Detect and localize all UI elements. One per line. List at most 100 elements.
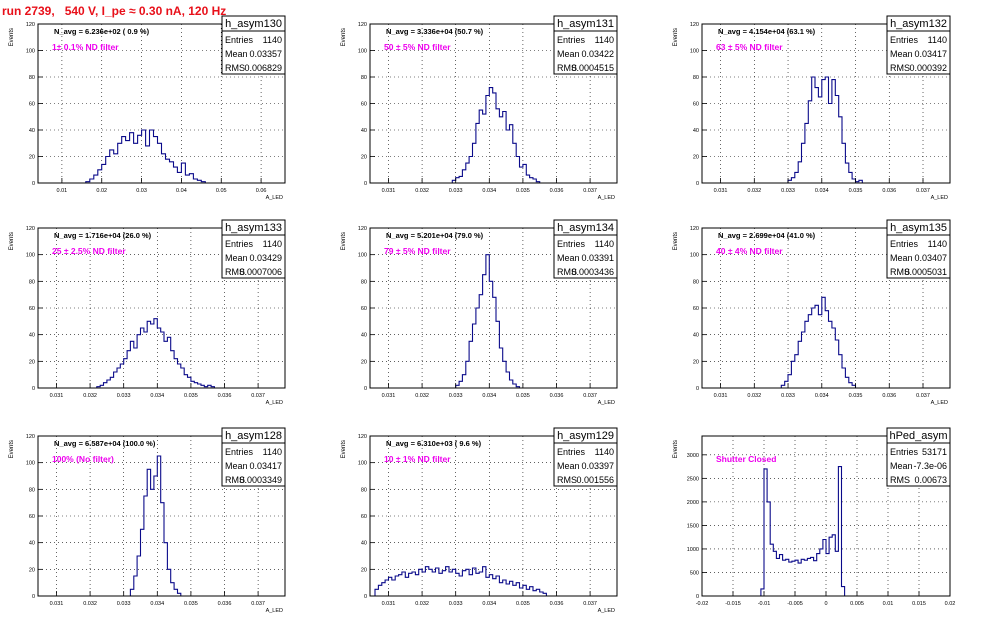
y-tick-label: 120 — [358, 22, 367, 28]
y-tick-label: 3000 — [687, 453, 699, 459]
stats-value: 1140 — [928, 35, 947, 45]
y-tick-label: 80 — [361, 487, 367, 493]
x-tick-label: 0.035 — [184, 601, 198, 607]
x-tick-label: 0.035 — [516, 601, 530, 607]
x-tick-label: 0.031 — [382, 601, 396, 607]
stats-key: Mean — [225, 461, 248, 471]
x-tick-label: 0 — [824, 601, 827, 607]
y-tick-label: 120 — [26, 434, 35, 440]
x-tick-label: 0.035 — [184, 393, 198, 399]
y-tick-label: 0 — [364, 181, 367, 187]
histogram-panel-h_asym135: 0 20 40 60 80 100 120 0.031 0.032 0.033 0.034 0.035… — [673, 219, 951, 406]
histogram-name: h_asym134 — [557, 222, 614, 234]
y-tick-label: 40 — [361, 128, 367, 134]
y-tick-label: 100 — [358, 461, 367, 467]
stats-key: Mean — [890, 253, 913, 263]
stats-value: 1140 — [595, 239, 614, 249]
stats-key: Entries — [890, 239, 919, 249]
y-tick-label: 60 — [29, 102, 35, 108]
stats-key: Entries — [225, 447, 254, 457]
navg-label: N_avg = 2.699e+04 (41.0 %) — [718, 231, 816, 240]
y-tick-label: 60 — [693, 102, 699, 108]
histogram-panel-h_asym131: 0 20 40 60 80 100 120 0.031 0.032 0.033 0.034 0.035… — [341, 15, 618, 201]
y-tick-label: 20 — [29, 155, 35, 161]
y-axis-title: Events — [673, 28, 679, 46]
stats-key: Entries — [557, 35, 586, 45]
x-tick-label: 0.032 — [83, 601, 97, 607]
stats-key: Mean — [890, 461, 913, 471]
x-tick-label: 0.036 — [550, 393, 564, 399]
stats-key: RMS — [557, 267, 577, 277]
histogram-name: hPed_asym — [889, 430, 947, 442]
y-tick-label: 2500 — [687, 476, 699, 482]
stats-value: 0.0003349 — [239, 475, 282, 485]
filter-label: Shutter Closed — [716, 454, 776, 464]
x-axis-title: A_LED — [266, 608, 283, 614]
histogram-bars — [451, 87, 541, 183]
x-tick-label: 0.032 — [415, 393, 429, 399]
x-tick-label: 0.02 — [945, 601, 956, 607]
y-tick-label: 100 — [358, 49, 367, 55]
stats-box — [553, 219, 618, 279]
histogram-bars — [129, 455, 182, 596]
histogram-bars — [787, 76, 863, 183]
y-axis-title: Events — [341, 440, 347, 458]
x-tick-label: -0.015 — [725, 601, 741, 607]
filter-label: 100% (No filter) — [52, 454, 114, 464]
y-tick-label: 120 — [26, 226, 35, 232]
x-tick-label: 0.031 — [714, 393, 728, 399]
y-tick-label: 100 — [358, 253, 367, 259]
x-tick-label: 0.032 — [747, 393, 761, 399]
stats-value: 0.001556 — [576, 475, 614, 485]
y-axis-title: Events — [341, 28, 347, 46]
x-tick-label: -0.005 — [787, 601, 803, 607]
histogram-name: h_asym130 — [225, 18, 282, 30]
x-tick-label: 0.031 — [382, 188, 396, 194]
x-tick-label: 0.034 — [815, 188, 829, 194]
y-tick-label: 80 — [361, 279, 367, 285]
stats-value: 1140 — [928, 239, 947, 249]
x-tick-label: 0.037 — [583, 188, 597, 194]
x-tick-label: 0.032 — [747, 188, 761, 194]
stats-value: 0.03429 — [249, 253, 282, 263]
y-tick-label: 60 — [29, 306, 35, 312]
stats-value: 1140 — [263, 447, 282, 457]
histogram-panel-h_asym134: 0 20 40 60 80 100 120 0.031 0.032 0.033 0.034 0.035… — [341, 219, 618, 406]
histogram-panel-hPed_asym: 0 500 1000 1500 2000 2500 3000 -0.02 -0.015 -0.01… — [673, 427, 956, 607]
stats-value: 0.000392 — [909, 63, 947, 73]
x-tick-label: 0.032 — [83, 393, 97, 399]
navg-label: N_avg = 5.201e+04 (79.0 %) — [386, 231, 484, 240]
stats-key: RMS — [557, 63, 577, 73]
x-tick-label: 0.033 — [449, 188, 463, 194]
filter-label: 25 ± 2.5% ND filter — [52, 246, 126, 256]
stats-key: Mean — [557, 253, 580, 263]
x-tick-label: 0.005 — [850, 601, 864, 607]
x-axis-title: A_LED — [598, 608, 615, 614]
histogram-bars — [780, 296, 857, 388]
y-tick-label: 40 — [29, 541, 35, 547]
y-tick-label: 20 — [693, 359, 699, 365]
stats-key: RMS — [557, 475, 577, 485]
navg-label: N_avg = 1.716e+04 (26.0 %) — [54, 231, 152, 240]
x-axis-title: A_LED — [598, 400, 615, 406]
filter-label: 40 ± 4% ND filter — [716, 246, 783, 256]
x-tick-label: 0.037 — [916, 393, 930, 399]
stats-key: Mean — [225, 49, 248, 59]
y-tick-label: 100 — [26, 253, 35, 259]
x-tick-label: 0.033 — [781, 188, 795, 194]
run-title: run 2739, 540 V, I_pe ≈ 0.30 nA, 120 Hz — [2, 4, 227, 18]
stats-key: Entries — [890, 35, 919, 45]
x-tick-label: 0.036 — [218, 601, 232, 607]
x-tick-label: 0.01 — [883, 601, 894, 607]
stats-key: Mean — [557, 461, 580, 471]
x-tick-label: 0.031 — [714, 188, 728, 194]
x-tick-label: 0.034 — [482, 188, 496, 194]
y-tick-label: 0 — [32, 594, 35, 600]
x-tick-label: 0.034 — [482, 393, 496, 399]
histogram-name: h_asym132 — [890, 18, 947, 30]
x-tick-label: 0.037 — [583, 393, 597, 399]
stats-box — [553, 427, 618, 487]
x-tick-label: -0.02 — [696, 601, 709, 607]
x-tick-label: 0.033 — [449, 601, 463, 607]
stats-value: 1140 — [263, 239, 282, 249]
